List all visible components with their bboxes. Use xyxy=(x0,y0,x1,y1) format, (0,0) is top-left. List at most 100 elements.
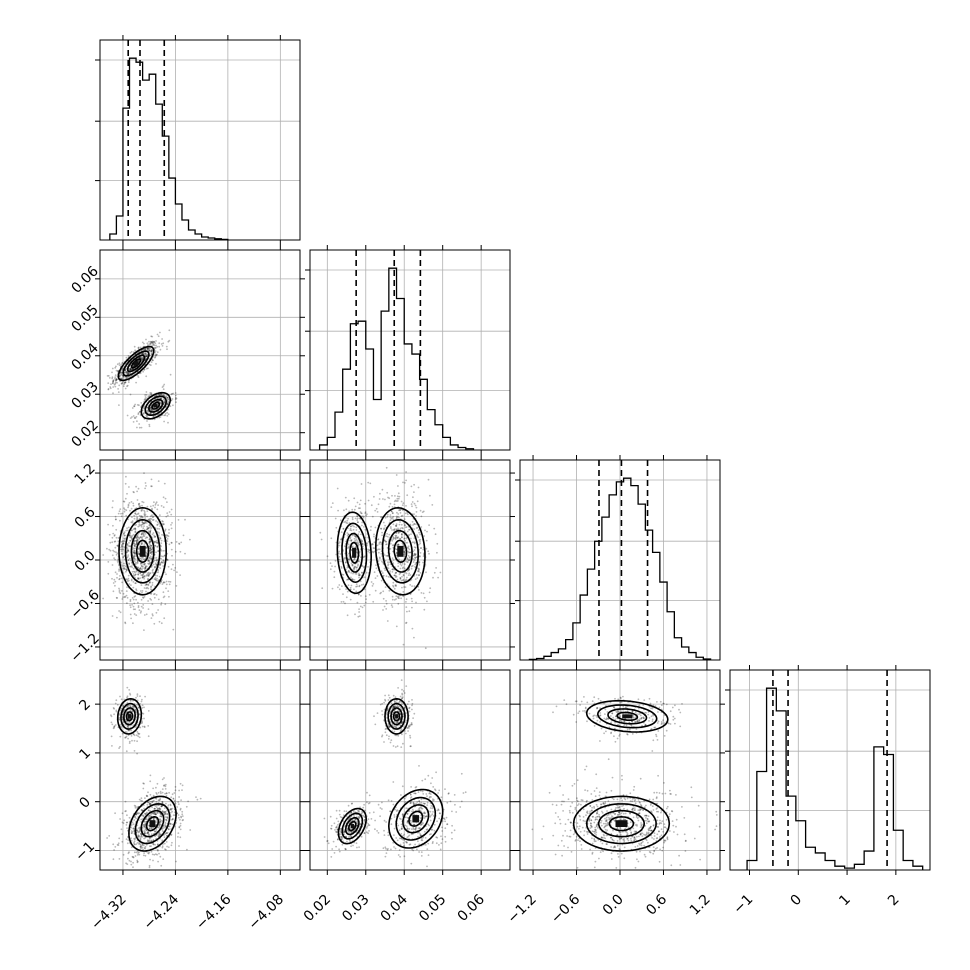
sample-point xyxy=(364,502,366,505)
y-tick-label: 1 xyxy=(76,745,94,763)
sample-point xyxy=(146,525,149,528)
sample-point xyxy=(149,555,152,558)
sample-point xyxy=(118,364,121,367)
sample-point xyxy=(370,504,373,507)
sample-point xyxy=(145,367,148,370)
sample-point xyxy=(156,545,159,548)
sample-point xyxy=(136,859,139,862)
sample-point xyxy=(399,700,401,703)
sample-point xyxy=(420,515,423,518)
sample-point xyxy=(146,536,149,539)
sample-point xyxy=(151,613,154,615)
sample-point xyxy=(120,363,123,366)
sample-point xyxy=(384,524,386,527)
sample-point xyxy=(385,602,388,605)
sample-point xyxy=(173,792,176,794)
sample-point xyxy=(177,519,180,521)
sample-point xyxy=(398,523,401,526)
sample-point xyxy=(115,536,118,539)
sample-point xyxy=(134,531,137,533)
sample-point xyxy=(338,558,341,561)
sample-point xyxy=(159,823,162,826)
sample-point xyxy=(179,782,182,785)
sample-point xyxy=(163,571,166,574)
sample-point xyxy=(392,705,395,708)
sample-point xyxy=(110,721,113,724)
sample-point xyxy=(346,547,349,550)
sample-point xyxy=(170,807,172,810)
sample-point xyxy=(147,574,150,577)
sample-point xyxy=(135,523,138,526)
sample-point xyxy=(163,807,166,809)
sample-point xyxy=(148,803,151,805)
sample-point xyxy=(361,572,363,574)
sample-point xyxy=(119,695,121,698)
sample-point xyxy=(142,607,145,609)
sample-point xyxy=(138,502,141,505)
sample-point xyxy=(160,602,163,604)
sample-point xyxy=(129,368,132,370)
sample-point xyxy=(163,482,166,485)
sample-point xyxy=(166,538,169,540)
sample-point xyxy=(364,512,367,515)
sample-point xyxy=(125,371,128,374)
sample-point xyxy=(123,531,126,533)
sample-point xyxy=(145,338,147,341)
sample-point xyxy=(121,369,123,371)
sample-point xyxy=(178,845,180,847)
sample-point xyxy=(138,826,141,829)
sample-point xyxy=(139,846,142,848)
sample-point xyxy=(114,580,117,583)
sample-point xyxy=(383,701,385,704)
sample-point xyxy=(178,816,180,819)
sample-point xyxy=(398,701,401,703)
sample-point xyxy=(154,831,157,833)
sample-point xyxy=(127,839,130,842)
sample-point xyxy=(131,516,133,518)
sample-point xyxy=(128,704,130,707)
sample-point xyxy=(166,396,169,399)
sample-point xyxy=(166,559,169,561)
sample-point xyxy=(415,515,417,517)
sample-point xyxy=(358,574,360,577)
sample-point xyxy=(137,706,140,709)
sample-point xyxy=(397,543,400,546)
sample-point xyxy=(131,832,133,835)
sample-point xyxy=(378,551,380,554)
sample-point xyxy=(163,836,166,839)
sample-point xyxy=(141,707,144,709)
sample-point xyxy=(376,511,379,513)
sample-point xyxy=(115,528,118,531)
sample-point xyxy=(363,576,366,579)
sample-point xyxy=(344,520,347,523)
sample-point xyxy=(399,508,401,511)
sample-point xyxy=(164,833,167,835)
sample-point xyxy=(412,561,415,563)
sample-point xyxy=(137,732,140,735)
sample-point xyxy=(388,735,390,738)
sample-point xyxy=(373,547,376,550)
sample-point xyxy=(145,574,148,577)
sample-point xyxy=(116,544,119,547)
sample-point xyxy=(158,523,161,525)
sample-point xyxy=(346,590,349,593)
sample-point xyxy=(164,816,167,818)
sample-point xyxy=(152,359,154,362)
sample-point xyxy=(423,596,426,599)
sample-point xyxy=(395,726,397,729)
sample-point xyxy=(398,558,400,561)
sample-point xyxy=(361,515,364,518)
sample-point xyxy=(133,543,135,545)
sample-point xyxy=(135,415,138,418)
sample-point xyxy=(149,364,152,367)
sample-point xyxy=(139,410,141,413)
sample-point xyxy=(170,508,173,511)
sample-point xyxy=(141,576,144,579)
sample-point xyxy=(340,538,343,541)
sample-point xyxy=(163,811,165,814)
sample-point xyxy=(409,523,412,526)
sample-point xyxy=(137,605,140,607)
sample-point xyxy=(165,825,167,827)
sample-point xyxy=(140,610,143,613)
sample-point xyxy=(391,512,394,514)
